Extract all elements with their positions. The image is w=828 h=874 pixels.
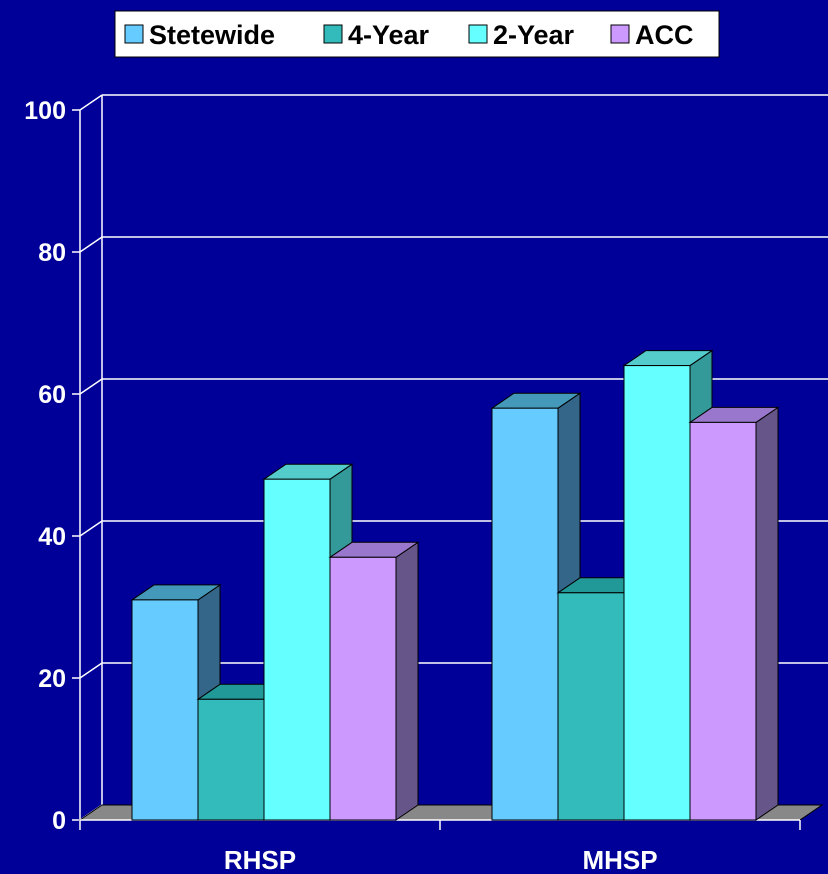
y-tick-label: 100: [24, 97, 66, 125]
y-tick-diagonal: [79, 236, 103, 253]
bar-front: [491, 407, 559, 821]
y-tick-diagonal: [79, 520, 103, 537]
bar-front: [131, 599, 199, 821]
y-tick-diagonal: [79, 94, 103, 111]
axes: [72, 94, 103, 821]
y-tick-label: 40: [38, 523, 66, 551]
legend-swatch: [323, 24, 343, 44]
chart-legend: Stetewide 4-Year 2-Year ACC: [114, 10, 720, 58]
y-tick-diagonal: [79, 662, 103, 679]
legend-item: 2-Year: [468, 20, 575, 50]
bar: [688, 406, 780, 821]
bar: [328, 541, 420, 821]
y-tick-label: 20: [38, 665, 66, 693]
x-tick-label: RHSP: [224, 845, 296, 874]
bar-front: [329, 556, 397, 821]
bars: [130, 349, 780, 821]
bar-side: [755, 406, 779, 821]
x-tick-label: MHSP: [582, 845, 657, 874]
legend-label: 4-Year: [348, 20, 430, 50]
y-tick-label: 0: [52, 807, 66, 835]
bar-front: [197, 698, 265, 821]
bar-front: [263, 478, 331, 821]
bar-front: [623, 365, 691, 821]
y-tick-diagonal: [79, 378, 103, 395]
legend-label: 2-Year: [493, 20, 575, 50]
bar-side: [395, 541, 419, 821]
legend-swatch: [610, 24, 630, 44]
y-tick-label: 80: [38, 239, 66, 267]
legend-label: ACC: [635, 20, 694, 50]
legend-label: Stetewide: [149, 20, 275, 50]
legend-item: ACC: [610, 20, 694, 50]
legend-item: 4-Year: [323, 20, 430, 50]
y-tick-labels: 0 20 40 60 80 100: [24, 97, 66, 835]
legend-swatch: [468, 24, 488, 44]
legend-item: Stetewide: [124, 20, 275, 50]
legend-swatch: [124, 24, 144, 44]
bar-front: [557, 592, 625, 821]
x-tick-labels: RHSP MHSP: [79, 820, 801, 874]
bar-front: [689, 421, 757, 821]
y-tick-label: 60: [38, 381, 66, 409]
